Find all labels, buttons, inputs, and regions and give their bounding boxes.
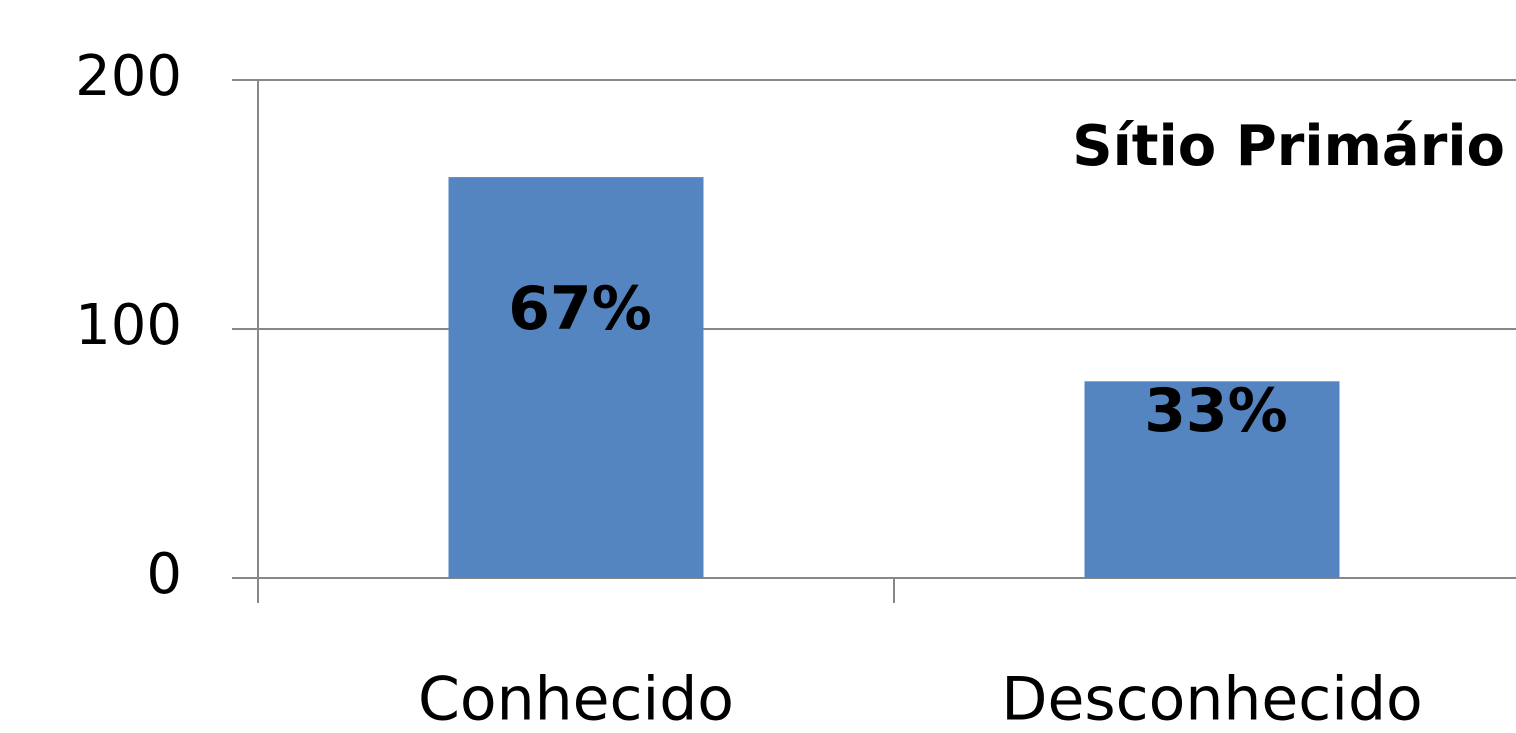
y-tick-label: 200 <box>75 44 182 109</box>
y-tick-label: 0 <box>146 542 182 607</box>
bar <box>448 177 704 579</box>
x-tick-label: Conhecido <box>418 665 734 733</box>
bar-annotation: 33% <box>1144 376 1288 446</box>
y-tick-label: 100 <box>75 293 182 358</box>
chart-title: Sítio Primário <box>1072 114 1505 179</box>
x-tick-label: Desconhecido <box>1001 665 1423 733</box>
bar <box>1084 381 1340 578</box>
bar-annotation: 67% <box>508 274 652 344</box>
